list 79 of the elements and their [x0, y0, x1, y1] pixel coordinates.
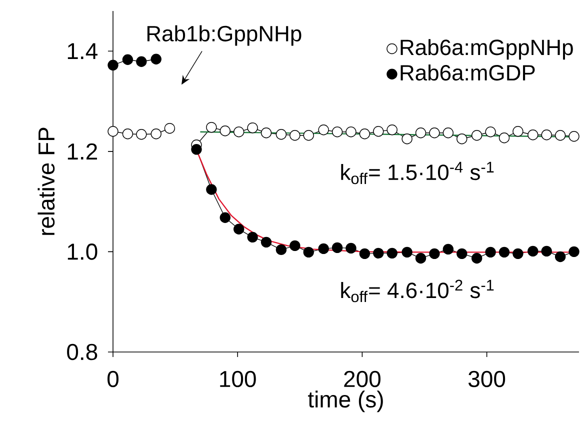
- point: [554, 130, 566, 141]
- point: [386, 124, 398, 136]
- point: [108, 60, 118, 71]
- point: [498, 246, 510, 258]
- point: [456, 134, 468, 144]
- annotation: k$_{off}$= 4.6·10$^{-2}$ s$^{-1}$: [341, 280, 494, 302]
- point: [108, 126, 118, 137]
- point: [415, 128, 426, 138]
- point: [485, 126, 496, 138]
- x-axis-title: time (s): [308, 390, 383, 412]
- point: [402, 246, 412, 258]
- point: [332, 126, 343, 138]
- point: [332, 242, 343, 254]
- point: [471, 130, 482, 141]
- point: [554, 251, 566, 262]
- point: [568, 131, 580, 142]
- point: [442, 128, 454, 138]
- point: [206, 122, 217, 133]
- y-tick-label: 1.2: [68, 143, 97, 160]
- point: [276, 244, 287, 256]
- y-tick-label: 1.4: [68, 43, 98, 60]
- point: [568, 246, 580, 258]
- point: [234, 126, 244, 138]
- point: [220, 126, 230, 136]
- point: [234, 224, 244, 234]
- point: [541, 246, 552, 257]
- point: [429, 128, 440, 138]
- point: [303, 246, 314, 258]
- point: [346, 242, 356, 254]
- point: [136, 129, 147, 140]
- legend-label: Rab6a:mGDP: [400, 64, 535, 81]
- point: [276, 129, 287, 140]
- point: [512, 248, 524, 260]
- y-tick-label: 0.8: [67, 344, 98, 360]
- annotation: Rab1b:GppNHp: [147, 25, 302, 46]
- point: [290, 240, 300, 252]
- point: [122, 128, 134, 140]
- point: [247, 122, 258, 134]
- point: [303, 130, 314, 141]
- point: [150, 128, 162, 140]
- point: [260, 128, 272, 138]
- point: [528, 246, 538, 257]
- point: [429, 248, 440, 260]
- point: [318, 243, 329, 254]
- x-tick-label: 300: [468, 370, 506, 388]
- point: [512, 126, 524, 137]
- point: [346, 126, 356, 138]
- point: [318, 124, 329, 136]
- point: [359, 128, 370, 140]
- x-tick-label: 200: [344, 370, 380, 388]
- point: [528, 130, 538, 140]
- point: [290, 130, 300, 141]
- x-tick-label: 0: [108, 370, 118, 388]
- point: [191, 144, 202, 155]
- annotation: k$_{off}$= 1.5·10$^{-4}$ s$^{-1}$: [341, 162, 494, 184]
- point: [122, 54, 134, 65]
- y-axis-title: relative FP: [38, 128, 55, 235]
- point: [359, 248, 370, 260]
- point: [386, 248, 398, 259]
- point: [471, 252, 482, 264]
- point: [498, 132, 510, 144]
- point: [150, 54, 162, 64]
- x-tick-label: 100: [220, 370, 256, 388]
- point: [456, 248, 468, 260]
- point: [442, 244, 454, 255]
- point: [220, 212, 230, 223]
- point: [260, 236, 272, 248]
- point: [136, 56, 147, 67]
- point: [247, 232, 258, 243]
- point: [485, 246, 496, 258]
- point: [402, 134, 412, 144]
- point: [541, 130, 552, 140]
- y-tick-label: 1.0: [68, 244, 98, 260]
- point: [415, 252, 426, 264]
- point: [164, 122, 176, 134]
- legend-label: Rab6a:mGppNHp: [400, 39, 573, 60]
- point: [373, 248, 384, 259]
- point: [373, 126, 384, 137]
- point: [206, 184, 217, 195]
